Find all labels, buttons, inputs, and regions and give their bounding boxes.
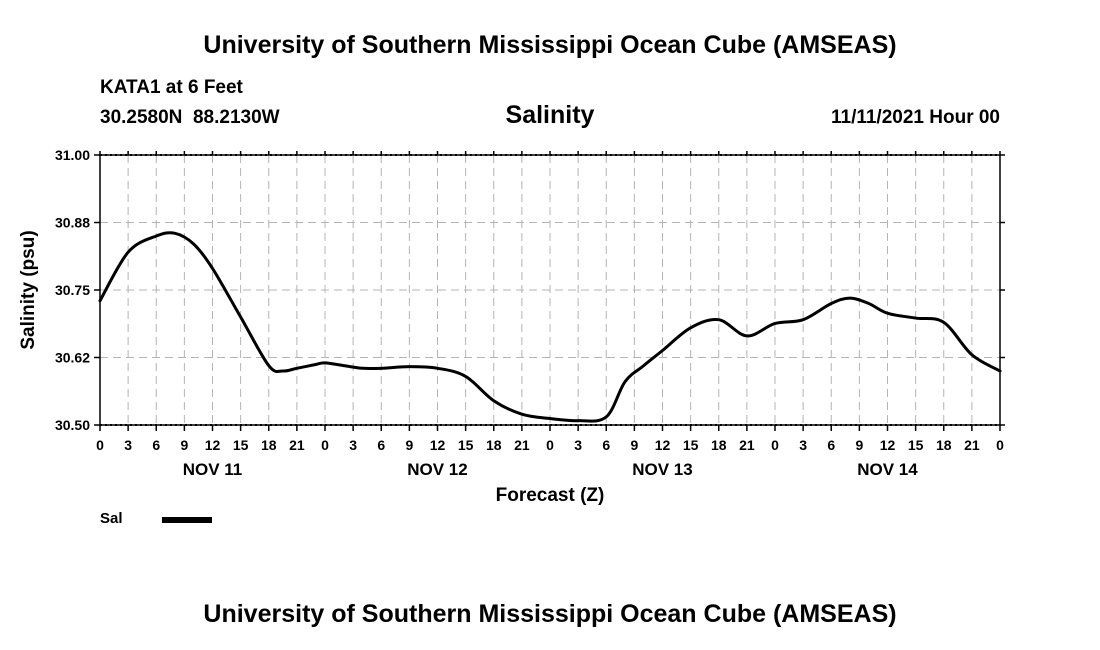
y-tick-label: 30.88	[55, 215, 90, 231]
x-tick-label: 12	[880, 437, 896, 453]
x-tick-label: 0	[546, 437, 554, 453]
station-coordinates: 30.2580N 88.2130W	[100, 107, 280, 128]
x-tick-label: 0	[771, 437, 779, 453]
y-tick-label: 30.50	[55, 417, 90, 433]
forecast-timestamp: 11/11/2021 Hour 00	[830, 107, 1000, 128]
x-tick-label: 12	[655, 437, 671, 453]
x-tick-label: 3	[124, 437, 132, 453]
legend-label: Sal	[100, 510, 123, 527]
x-tick-label: 15	[683, 437, 699, 453]
x-tick-label: 3	[349, 437, 357, 453]
x-tick-label: 3	[574, 437, 582, 453]
y-tick-label: 30.62	[55, 350, 90, 366]
series-line-sal	[98, 231, 1002, 423]
x-tick-label: 6	[152, 437, 160, 453]
x-tick-label: 9	[405, 437, 413, 453]
chart-title: Salinity	[505, 101, 595, 129]
x-tick-label: 15	[458, 437, 474, 453]
y-axis-label: Salinity (psu)	[18, 230, 39, 349]
x-tick-label: 18	[486, 437, 502, 453]
x-tick-label: 21	[514, 437, 530, 453]
x-tick-label: 18	[261, 437, 277, 453]
x-tick-label: 21	[739, 437, 755, 453]
day-label: NOV 12	[407, 460, 467, 479]
x-axis-label: Forecast (Z)	[496, 485, 605, 506]
day-label: NOV 11	[183, 460, 243, 479]
header-title: University of Southern Mississippi Ocean…	[203, 31, 897, 59]
day-label: NOV 13	[632, 460, 692, 479]
x-tick-label: 9	[180, 437, 188, 453]
x-tick-label: 6	[827, 437, 835, 453]
y-tick-label: 30.75	[55, 282, 90, 298]
x-tick-label: 15	[233, 437, 249, 453]
x-tick-label: 15	[908, 437, 924, 453]
x-tick-label: 12	[430, 437, 446, 453]
x-tick-label: 21	[964, 437, 980, 453]
x-tick-label: 0	[996, 437, 1004, 453]
footer-title: University of Southern Mississippi Ocean…	[203, 600, 897, 628]
x-tick-label: 0	[96, 437, 104, 453]
legend-swatch	[162, 517, 212, 523]
x-tick-label: 9	[855, 437, 863, 453]
x-tick-label: 0	[321, 437, 329, 453]
x-tick-label: 6	[377, 437, 385, 453]
x-tick-label: 12	[205, 437, 221, 453]
day-label: NOV 14	[857, 460, 918, 479]
x-tick-label: 18	[711, 437, 727, 453]
x-tick-label: 3	[799, 437, 807, 453]
station-name: KATA1 at 6 Feet	[100, 77, 243, 98]
x-tick-label: 21	[289, 437, 305, 453]
y-tick-label: 31.00	[55, 147, 90, 163]
x-tick-label: 6	[602, 437, 610, 453]
x-tick-label: 18	[936, 437, 952, 453]
x-tick-label: 9	[630, 437, 638, 453]
